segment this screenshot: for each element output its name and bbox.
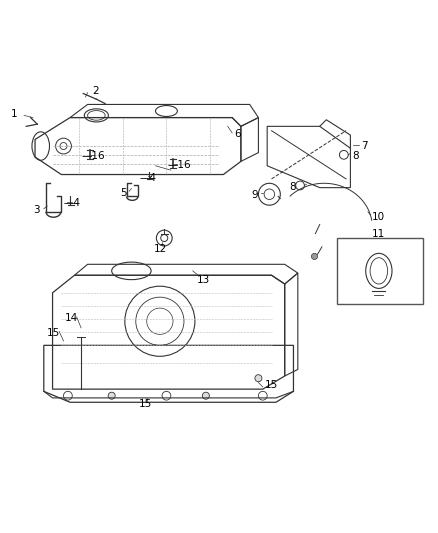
- Text: 8: 8: [353, 151, 359, 161]
- Text: 12: 12: [154, 244, 167, 254]
- Text: 5: 5: [120, 188, 127, 198]
- Text: 15: 15: [47, 328, 60, 338]
- Text: 10: 10: [371, 212, 385, 222]
- Text: —16: —16: [167, 160, 191, 170]
- Circle shape: [311, 253, 318, 260]
- Text: —16: —16: [81, 151, 105, 161]
- Text: 7: 7: [361, 141, 368, 151]
- Circle shape: [202, 392, 209, 399]
- Text: 14: 14: [65, 313, 78, 323]
- Circle shape: [255, 375, 262, 382]
- Text: —4: —4: [64, 198, 81, 208]
- Circle shape: [108, 392, 115, 399]
- Text: 3: 3: [33, 205, 39, 215]
- Text: 13: 13: [197, 274, 210, 285]
- Text: 6: 6: [234, 129, 241, 139]
- Text: 1: 1: [11, 109, 18, 119]
- Text: 15: 15: [265, 379, 278, 390]
- Text: 9: 9: [252, 190, 258, 200]
- Text: 8: 8: [289, 182, 296, 192]
- Text: 15: 15: [139, 399, 152, 409]
- Text: —4: —4: [139, 173, 156, 183]
- Text: 11: 11: [371, 229, 385, 239]
- Text: 2: 2: [92, 86, 99, 96]
